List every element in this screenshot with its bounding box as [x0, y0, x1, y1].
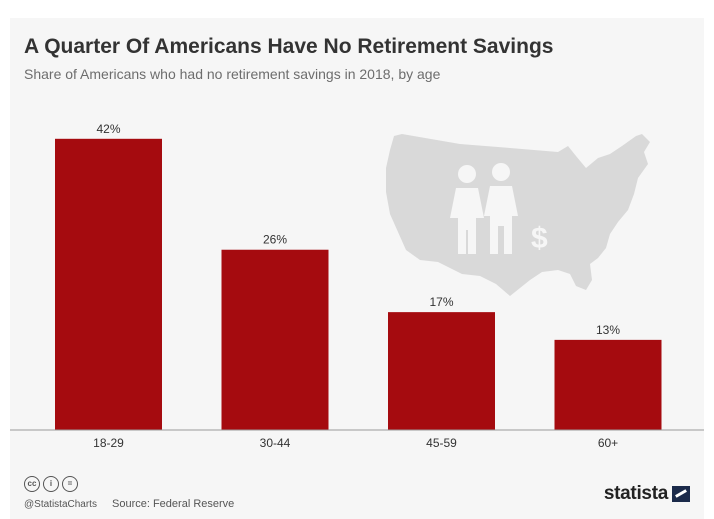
creative-commons-icon: cc: [24, 476, 40, 492]
couple-icon: [450, 163, 518, 254]
tick-label-30-44: 30-44: [260, 436, 291, 450]
us-map-icon: [386, 134, 650, 296]
bar-30-44: [221, 249, 329, 430]
twitter-handle: @StatistaCharts: [24, 499, 97, 510]
chart-subtitle: Share of Americans who had no retirement…: [24, 66, 441, 82]
bar-60+: [554, 339, 662, 430]
value-label-18-29: 42%: [96, 122, 120, 136]
tick-label-60+: 60+: [598, 436, 618, 450]
source-note: Source: Federal Reserve: [112, 498, 235, 510]
license-icons: cc i =: [24, 476, 78, 492]
statista-brand[interactable]: statista: [604, 483, 690, 505]
chart-title: A Quarter Of Americans Have No Retiremen…: [24, 35, 554, 58]
attribution-icon: i: [43, 476, 59, 492]
brand-name: statista: [603, 483, 668, 504]
dollar-icon: $: [531, 222, 548, 255]
bar-18-29: [55, 138, 162, 431]
tick-label-18-29: 18-29: [93, 436, 124, 450]
value-label-45-59: 17%: [429, 295, 453, 309]
bar-chart: $ 42% 26% 17% 13% 18-29 30-44 45-59 60+: [10, 122, 704, 450]
chart-card: $ 42% 26% 17% 13% 18-29 30-44 45-59 60+ A Quar…: [10, 18, 704, 519]
no-derivatives-icon: =: [62, 476, 78, 492]
bars-layer: 42% 26% 17% 13%: [55, 122, 662, 431]
statista-logo-icon: [672, 486, 690, 502]
value-label-60+: 13%: [596, 323, 620, 337]
value-label-30-44: 26%: [263, 233, 287, 247]
bar-45-59: [388, 312, 495, 430]
x-tick-labels: 18-29 30-44 45-59 60+: [93, 436, 618, 450]
tick-label-45-59: 45-59: [426, 436, 457, 450]
